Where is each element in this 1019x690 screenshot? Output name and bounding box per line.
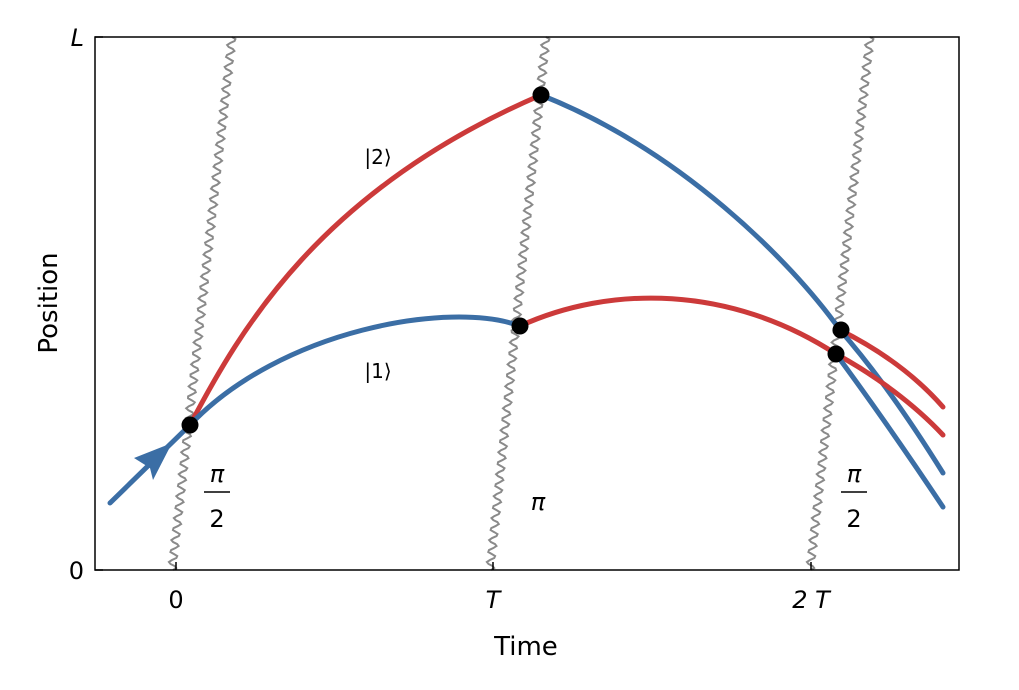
pulse-label-first: π 2	[204, 460, 230, 533]
incoming-arrow-head	[134, 443, 172, 480]
state-2-lower-return-path	[517, 295, 839, 357]
dot-first-pulse	[181, 416, 199, 434]
pulse-wave-3	[805, 36, 875, 571]
dot-recombine-lower	[827, 345, 845, 363]
output-red-2	[833, 351, 946, 438]
pulse-wave-1	[167, 36, 237, 571]
pulse-1-denominator: 2	[209, 505, 224, 533]
pulse-3-denominator: 2	[846, 505, 861, 533]
state-2-upper-path	[187, 92, 544, 428]
y-tick-L: L	[71, 24, 84, 52]
pulse-label-second: π	[531, 488, 546, 516]
pulse-3-numerator: π	[847, 460, 862, 488]
pulse-label-third: π 2	[841, 460, 867, 533]
x-tick-T: T	[486, 586, 503, 614]
pulse-1-numerator: π	[210, 460, 225, 488]
dot-recombine-upper	[832, 321, 850, 339]
dot-mirror-upper	[532, 86, 550, 104]
y-axis-label: Position	[34, 252, 64, 353]
plot-frame	[94, 36, 960, 571]
pulse-wave-2	[485, 36, 551, 571]
output-red-1	[837, 327, 946, 410]
output-blue-1	[837, 327, 946, 476]
y-tick-0: 0	[69, 557, 84, 585]
x-tick-0: 0	[168, 586, 183, 614]
output-blue-2	[833, 351, 946, 510]
state-1-label: |1⟩	[364, 359, 391, 383]
dot-mirror-lower	[511, 317, 529, 335]
pulse-dots	[181, 86, 850, 434]
state-2-label: |2⟩	[364, 145, 391, 169]
laser-pulses	[167, 36, 875, 571]
tick-marks	[95, 36, 812, 571]
state-1-lower-path	[187, 314, 523, 428]
x-axis-label: Time	[493, 632, 558, 662]
state-1-upper-return-path	[538, 92, 843, 333]
trajectories	[107, 92, 946, 510]
x-tick-2T: 2 T	[792, 586, 832, 614]
